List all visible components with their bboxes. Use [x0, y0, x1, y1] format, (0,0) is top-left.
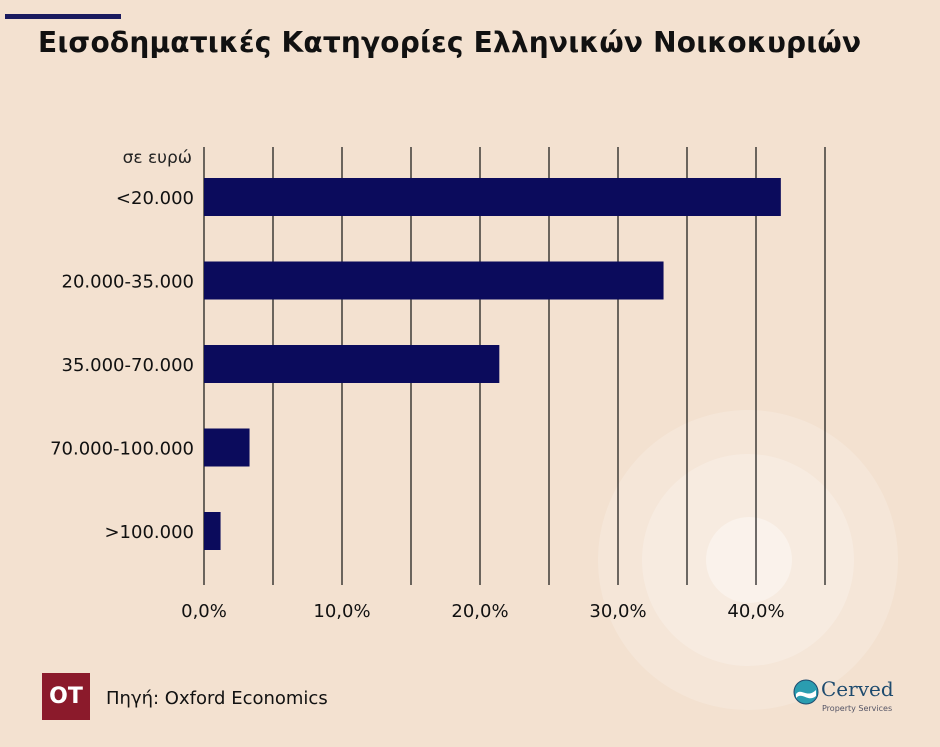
bars: [204, 178, 781, 550]
title-accent-rule: [5, 14, 121, 19]
x-axis-tick-labels: 0,0% 10,0% 20,0% 30,0% 40,0%: [181, 601, 784, 622]
tick-label: 0,0%: [181, 601, 227, 622]
tick-label: 20,0%: [451, 601, 508, 622]
category-label: >100.000: [104, 522, 194, 543]
category-label: <20.000: [116, 188, 194, 209]
decorative-circle-outer: [598, 410, 898, 710]
category-label: 35.000-70.000: [62, 355, 194, 376]
partner-logo: Cerved Property Services: [793, 677, 894, 717]
unit-label: σε ευρώ: [123, 148, 192, 168]
decorative-circle-inner: [706, 517, 792, 603]
partner-subtitle: Property Services: [822, 704, 893, 713]
bar: [204, 428, 250, 467]
bar: [204, 261, 664, 300]
category-label: 70.000-100.000: [50, 439, 194, 460]
partner-name: Cerved: [821, 677, 894, 701]
source-note: Πηγή: Oxford Economics: [106, 688, 328, 709]
bar: [204, 178, 781, 216]
cerved-wave-icon: [793, 679, 819, 705]
tick-label: 10,0%: [313, 601, 370, 622]
category-labels: <20.000 20.000-35.000 35.000-70.000 70.000-…: [50, 188, 194, 543]
tick-label: 40,0%: [727, 601, 784, 622]
bar: [204, 345, 500, 383]
category-label: 20.000-35.000: [62, 272, 194, 293]
publisher-logo: OT: [42, 673, 90, 720]
decorative-circle-middle: [642, 454, 854, 666]
chart-title: Εισοδηματικές Κατηγορίες Ελληνικών Νοικο…: [38, 26, 862, 59]
tick-label: 30,0%: [589, 601, 646, 622]
bar: [204, 512, 221, 550]
